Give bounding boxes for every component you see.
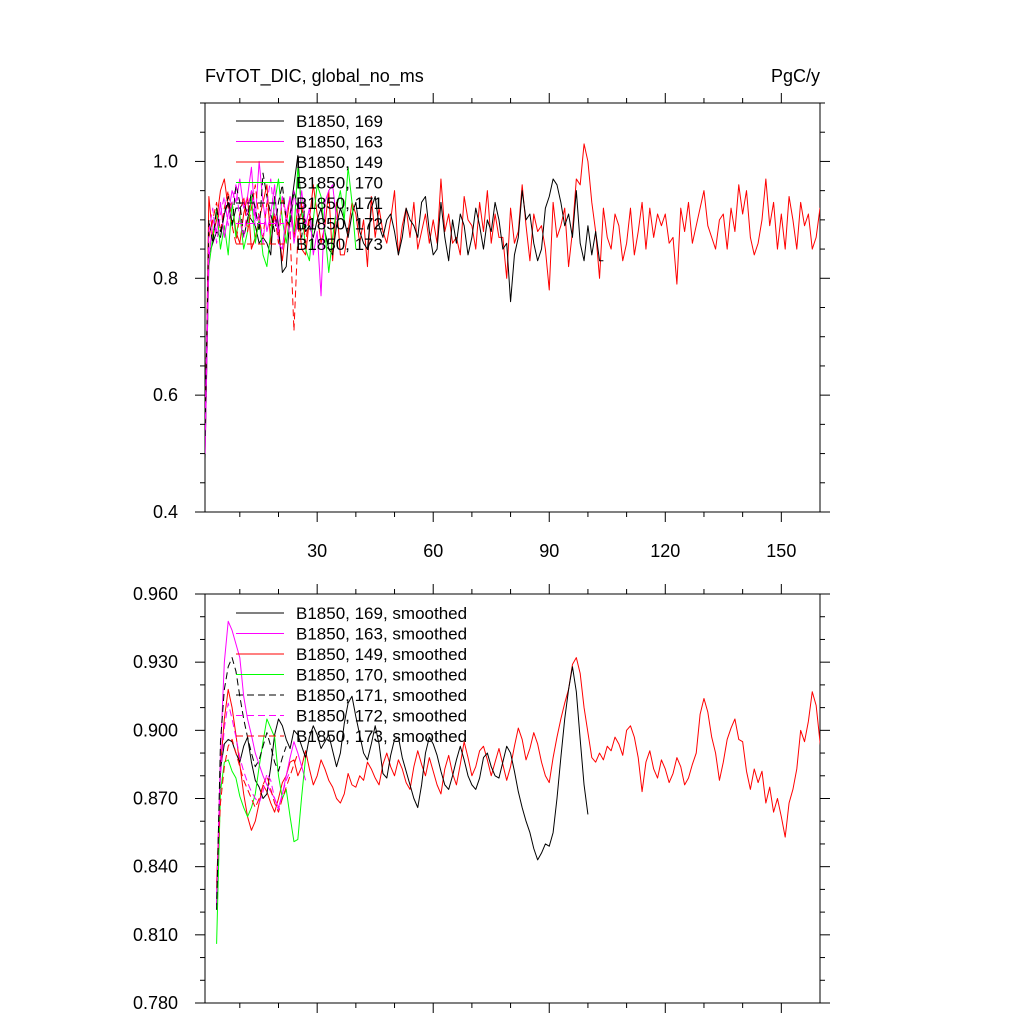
x-tick-label: 90 bbox=[539, 541, 559, 561]
series-line bbox=[205, 172, 307, 437]
y-tick-label: 0.870 bbox=[133, 789, 178, 809]
legend-label: B1850, 170, smoothed bbox=[296, 666, 467, 685]
x-tick-label: 150 bbox=[766, 541, 796, 561]
legend-label: B1850, 169, smoothed bbox=[296, 604, 467, 623]
legend-label: B1850, 171, smoothed bbox=[296, 686, 467, 705]
y-tick-label: 0.960 bbox=[133, 584, 178, 604]
y-tick-label: 0.810 bbox=[133, 925, 178, 945]
y-tick-label: 0.4 bbox=[153, 502, 178, 522]
y-tick-label: 0.840 bbox=[133, 857, 178, 877]
bottom-panel: 0.780 0.810 0.840 0.870 0.900 0.930 0.960 B1850… bbox=[133, 584, 830, 1013]
series-line bbox=[205, 160, 338, 454]
series-line bbox=[216, 657, 820, 890]
series-line bbox=[216, 666, 589, 904]
legend-label: B1850, 173, smoothed bbox=[296, 727, 467, 746]
series-line bbox=[216, 657, 287, 910]
x-tick-label: 120 bbox=[650, 541, 680, 561]
y-tick-label: 0.930 bbox=[133, 652, 178, 672]
series-line bbox=[205, 184, 314, 425]
x-tick-label: 30 bbox=[307, 541, 327, 561]
legend-label: B1850, 172, smoothed bbox=[296, 707, 467, 726]
units-label: PgC/y bbox=[771, 66, 820, 86]
y-tick-label: 1.0 bbox=[153, 151, 178, 171]
y-tick-label: 0.780 bbox=[133, 993, 178, 1013]
y-tick-label: 0.8 bbox=[153, 268, 178, 288]
series-line bbox=[216, 702, 291, 894]
legend-label: B1850, 163, smoothed bbox=[296, 625, 467, 644]
x-tick-label: 60 bbox=[423, 541, 443, 561]
legend-label: B1850, 169 bbox=[296, 112, 383, 131]
series-line bbox=[216, 738, 299, 883]
top-panel: 30 60 90 120 150 0.4 0.6 0.8 1.0 B1850, 169 B1850,… bbox=[153, 93, 830, 561]
y-tick-label: 0.900 bbox=[133, 720, 178, 740]
legend-label: B1850, 149 bbox=[296, 153, 383, 172]
legend-label: B1850, 170 bbox=[296, 174, 383, 193]
legend-label: B1850, 163 bbox=[296, 133, 383, 152]
legend-label: B1850, 149, smoothed bbox=[296, 645, 467, 664]
series-line bbox=[205, 155, 604, 460]
legend-label: B1850, 171 bbox=[296, 194, 383, 213]
series-line bbox=[205, 166, 357, 442]
series-line bbox=[205, 178, 299, 431]
legend-label: B1850, 172 bbox=[296, 215, 383, 234]
chart-title: FvTOT_DIC, global_no_ms bbox=[205, 66, 424, 87]
series-line bbox=[205, 143, 820, 448]
y-tick-label: 0.6 bbox=[153, 385, 178, 405]
legend-label: B1850, 173 bbox=[296, 235, 383, 254]
series-line bbox=[216, 620, 307, 906]
